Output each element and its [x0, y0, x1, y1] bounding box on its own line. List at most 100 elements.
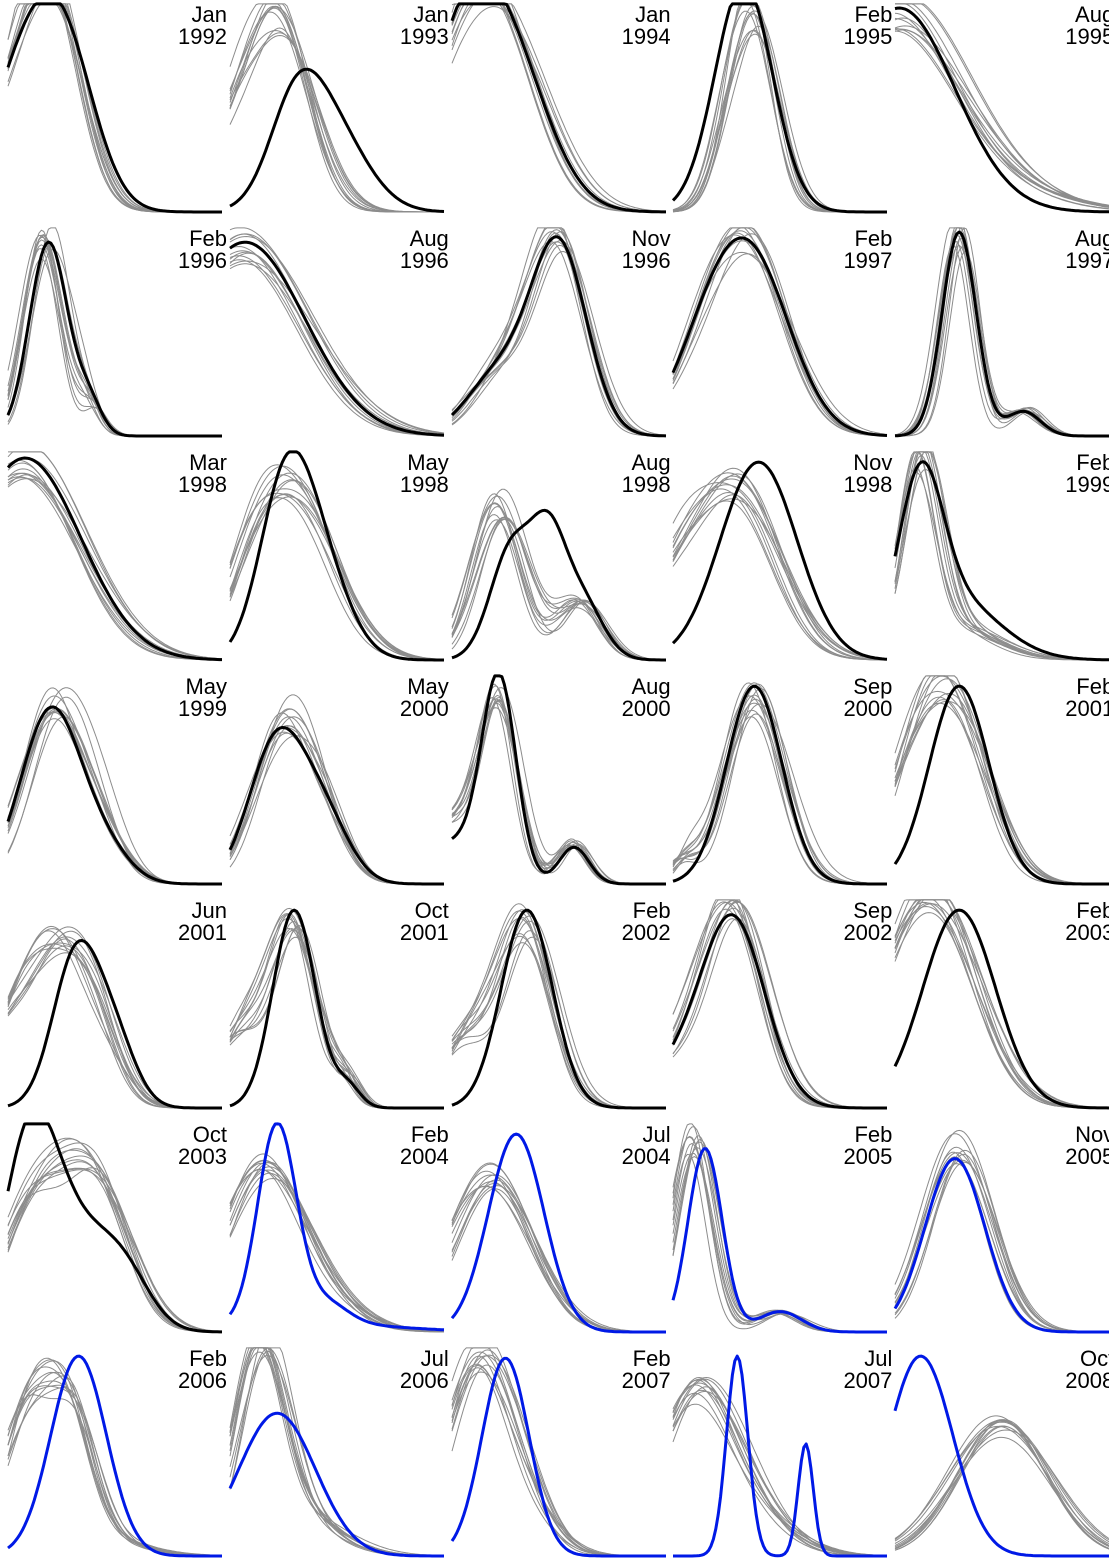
- panel-year: 1998: [843, 472, 893, 497]
- panel-month: Jul: [864, 1346, 893, 1371]
- ensemble-line: [672, 1391, 888, 1557]
- ensemble-line: [7, 710, 222, 885]
- panel-year: 2002: [843, 920, 893, 945]
- panel-month: Aug: [1075, 2, 1109, 27]
- observed-line: [894, 6, 1109, 214]
- ensemble-line: [672, 1386, 888, 1557]
- ensemble-line: [672, 1403, 888, 1557]
- ensemble-line: [672, 467, 888, 661]
- ensemble-line: [7, 710, 222, 885]
- ensemble-line: [672, 251, 888, 435]
- panel-month: Feb: [410, 1122, 449, 1147]
- observed-line: [228, 450, 444, 662]
- ensemble-line: [894, 899, 1109, 1109]
- observed-line: [228, 726, 444, 886]
- observed-line: [228, 240, 444, 437]
- ensemble-line: [229, 227, 444, 435]
- chart-panel: Jul 2007: [672, 1344, 894, 1567]
- observed-line: [450, 2, 666, 214]
- chart-panel: Aug 1998: [451, 448, 673, 671]
- ensemble-line: [672, 494, 888, 661]
- ensemble-line: [229, 920, 444, 1109]
- ensemble-line: [451, 519, 666, 661]
- panel-month: Jan: [191, 2, 227, 27]
- ensemble-line: [672, 227, 888, 437]
- panel-month: Jan: [413, 2, 449, 27]
- observed-line: [672, 684, 888, 886]
- panel-plot: [450, 1132, 666, 1334]
- forecast-line: [893, 1354, 1109, 1558]
- ensemble-line: [451, 502, 666, 661]
- ensemble-line: [895, 30, 1109, 210]
- panel-month: Jun: [191, 898, 227, 923]
- panel-month: May: [185, 674, 227, 699]
- ensemble-line: [229, 480, 444, 661]
- ensemble-line: [7, 1371, 223, 1557]
- panel-plot: [893, 899, 1109, 1110]
- panel-month: Jan: [635, 2, 671, 27]
- ensemble-line: [229, 488, 444, 660]
- panel-year: 2001: [399, 920, 449, 945]
- observed-line: [6, 1122, 222, 1334]
- observed-line: [450, 235, 666, 438]
- ensemble-line: [451, 488, 666, 661]
- ensemble-line: [229, 1168, 444, 1333]
- panel-month: Nov: [853, 450, 893, 475]
- panel-year: 1997: [1065, 248, 1109, 273]
- ensemble-line: [672, 1378, 888, 1557]
- ensemble-line: [672, 227, 888, 437]
- panel-date-label: Feb 2001: [1065, 676, 1109, 720]
- panel-date-label: Feb 2007: [622, 1348, 671, 1392]
- ensemble-line: [7, 1167, 223, 1333]
- ensemble-line: [895, 250, 1109, 437]
- observed-line: [451, 908, 666, 1110]
- panel-plot: [672, 227, 888, 437]
- ensemble-line: [7, 1169, 223, 1332]
- panel-plot: [228, 450, 444, 662]
- ensemble-line: [229, 245, 444, 437]
- panel-year: 1999: [178, 696, 227, 721]
- ensemble-line: [229, 708, 444, 885]
- ensemble-line: [672, 472, 888, 660]
- chart-panel: Jul 2004: [450, 1120, 673, 1343]
- panel-year: 2003: [178, 1144, 227, 1169]
- panel-date-label: Feb 2004: [400, 1124, 449, 1168]
- ensemble-line: [895, 3, 1109, 208]
- ensemble-line: [451, 518, 666, 661]
- ensemble-line: [229, 1162, 444, 1332]
- ensemble-line: [7, 711, 222, 885]
- panel-date-label: Feb 2006: [178, 1348, 227, 1392]
- ensemble-line: [672, 253, 888, 437]
- panel-year: 1998: [178, 472, 227, 497]
- panel-date-label: Mar 1998: [178, 452, 227, 496]
- forecast-line: [228, 1122, 444, 1332]
- chart-panel: Nov 2005: [893, 1120, 1109, 1343]
- panel-year: 2001: [178, 920, 227, 945]
- chart-panel: Jan 1994: [450, 0, 673, 223]
- panel-year: 1997: [843, 248, 893, 273]
- panel-year: 1995: [843, 24, 893, 49]
- ensemble-line: [451, 1179, 666, 1333]
- ensemble-line: [895, 1419, 1109, 1551]
- panel-plot: [6, 1122, 223, 1334]
- ensemble-line: [7, 695, 222, 885]
- panel-date-label: Aug 2000: [622, 676, 671, 720]
- panel-year: 2003: [1065, 920, 1109, 945]
- panel-month: Feb: [189, 1346, 227, 1371]
- ensemble-line: [7, 711, 222, 885]
- ensemble-line: [229, 1177, 444, 1332]
- ensemble-line: [894, 1415, 1109, 1547]
- panel-month: Feb: [854, 2, 893, 27]
- panel-plot: [6, 227, 222, 438]
- panel-plot: [228, 1347, 444, 1558]
- panel-plot: [450, 1347, 666, 1558]
- panel-year: 1996: [178, 248, 227, 273]
- ensemble-line: [672, 488, 888, 661]
- chart-panel: Feb 2007: [450, 1344, 673, 1567]
- ensemble-line: [451, 1185, 666, 1333]
- ensemble-line: [451, 250, 666, 437]
- panel-date-label: Nov 2005: [1065, 1124, 1109, 1168]
- observed-line: [6, 2, 222, 214]
- chart-panel: Feb 2005: [671, 1120, 894, 1343]
- panel-year: 2005: [1065, 1144, 1109, 1169]
